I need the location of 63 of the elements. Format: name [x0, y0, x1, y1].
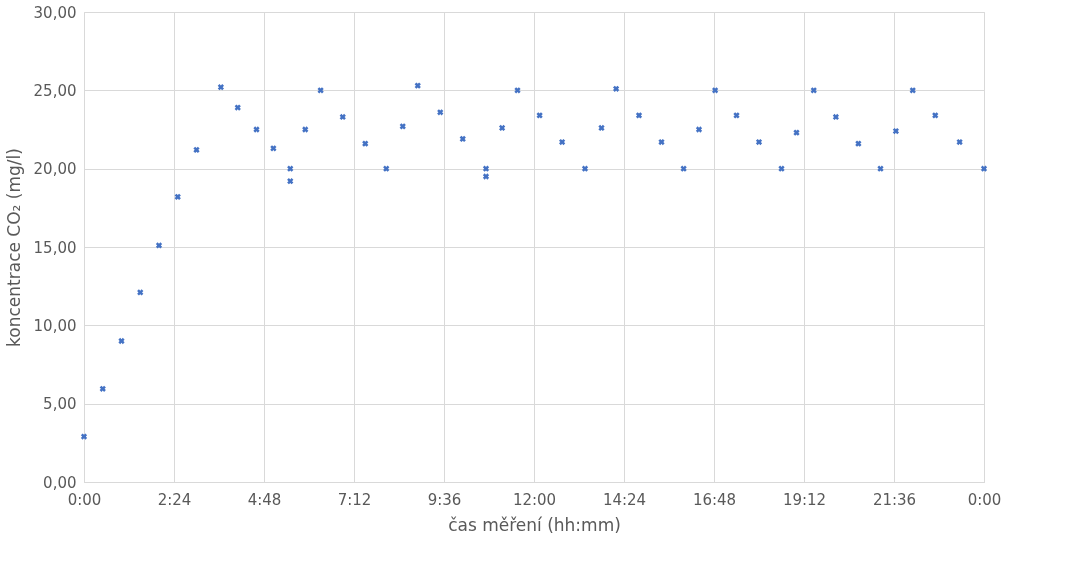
x-tick-label: 16:48: [692, 490, 737, 509]
point: [932, 112, 939, 119]
point: [287, 178, 294, 185]
x-tick-label: 0:00: [967, 490, 1002, 509]
x-tick-label: 9:36: [427, 490, 462, 509]
point: [482, 173, 490, 180]
y-tick-label: 15,00: [33, 238, 77, 257]
point: [339, 113, 346, 121]
x-tick-label: 2:24: [157, 490, 192, 509]
x-tick-label: 19:12: [782, 490, 827, 509]
point: [80, 433, 88, 440]
point: [482, 165, 490, 172]
point: [287, 165, 294, 172]
point: [437, 109, 444, 116]
point: [755, 138, 763, 146]
x-axis-title: čas měření (hh:mm): [448, 514, 621, 535]
point: [498, 124, 506, 132]
point: [558, 138, 566, 146]
point: [980, 165, 988, 172]
y-tick-label: 30,00: [33, 3, 77, 22]
point: [99, 385, 106, 392]
point: [635, 112, 643, 119]
point: [459, 135, 466, 143]
point: [383, 165, 390, 172]
point: [155, 242, 163, 249]
y-tick-label: 0,00: [43, 473, 77, 492]
x-tick-label: 21:36: [872, 490, 917, 509]
point: [956, 138, 963, 146]
point: [909, 87, 916, 94]
point: [362, 140, 369, 147]
x-tick-label: 0:00: [67, 490, 102, 509]
point: [892, 127, 900, 135]
point: [137, 289, 144, 296]
x-tick-label: 4:48: [247, 490, 282, 509]
point: [810, 87, 817, 94]
point: [695, 126, 703, 133]
y-tick-label: 10,00: [33, 316, 77, 335]
point: [234, 104, 241, 111]
y-tick-label: 20,00: [33, 160, 77, 179]
point: [536, 112, 543, 119]
point: [399, 123, 406, 130]
x-tick-label: 7:12: [337, 490, 372, 509]
point: [832, 113, 840, 121]
point: [414, 82, 421, 89]
point: [658, 138, 665, 146]
point: [118, 337, 125, 345]
x-tick-label: 12:00: [512, 490, 557, 509]
y-tick-label: 25,00: [33, 81, 77, 100]
point: [174, 193, 181, 200]
point: [612, 85, 620, 92]
point: [598, 124, 605, 132]
point: [581, 165, 589, 172]
y-axis-title: koncentrace CO₂ (mg/l): [3, 148, 24, 347]
point: [711, 87, 719, 94]
point: [217, 84, 225, 91]
y-tick-label: 5,00: [43, 395, 77, 414]
point: [193, 146, 200, 153]
x-tick-label: 14:24: [602, 490, 647, 509]
point: [680, 165, 687, 172]
point: [317, 87, 324, 94]
point: [302, 126, 309, 133]
point: [270, 145, 277, 152]
point: [855, 140, 862, 147]
